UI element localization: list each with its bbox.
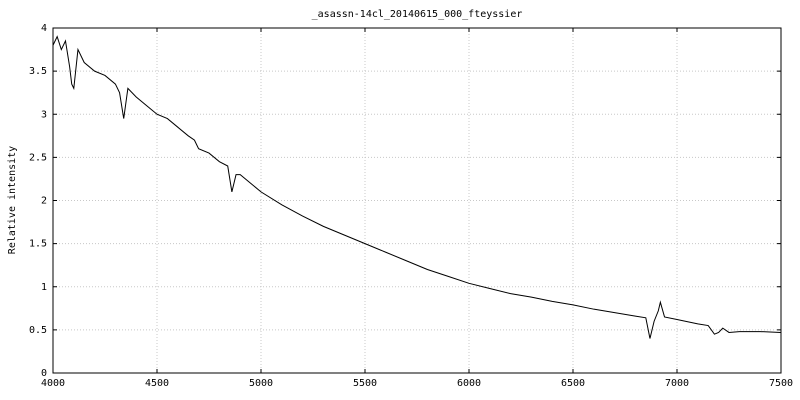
plot-frame bbox=[52, 27, 782, 374]
x-tick-label: 4000 bbox=[41, 378, 65, 389]
x-tick-label: 6500 bbox=[561, 378, 585, 389]
x-tick-label: 7000 bbox=[665, 378, 689, 389]
x-tick-label: 7500 bbox=[769, 378, 793, 389]
y-tick-label: 1 bbox=[41, 282, 47, 293]
y-tick-label: 3 bbox=[41, 109, 47, 120]
spectrum-line bbox=[52, 35, 782, 339]
y-tick-label: 1.5 bbox=[29, 239, 47, 250]
x-tick-label: 6000 bbox=[457, 378, 481, 389]
y-tick-label: 4 bbox=[41, 23, 47, 34]
x-tick-label: 5500 bbox=[353, 378, 377, 389]
y-tick-label: 2 bbox=[41, 196, 47, 207]
y-tick-label: 0.5 bbox=[29, 325, 47, 336]
x-tick-label: 4500 bbox=[145, 378, 169, 389]
y-tick-label: 2.5 bbox=[29, 152, 47, 163]
y-tick-label: 3.5 bbox=[29, 66, 47, 77]
y-tick-label: 0 bbox=[41, 368, 47, 379]
y-axis-label: Relative intensity bbox=[7, 146, 18, 254]
chart-title: _asassn-14cl_20140615_000_fteyssier bbox=[312, 9, 523, 20]
x-tick-label: 5000 bbox=[249, 378, 273, 389]
